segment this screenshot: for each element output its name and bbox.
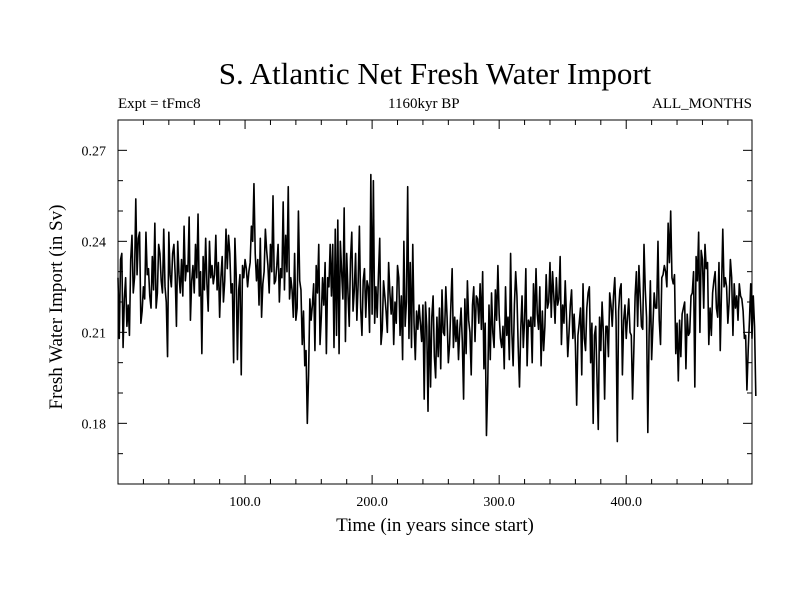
chart-title: S. Atlantic Net Fresh Water Import	[218, 56, 652, 91]
y-tick-label: 0.21	[82, 326, 107, 341]
axis-tick-labels: 100.0 200.0 300.0 400.0 0.18 0.21 0.24 0.27	[82, 144, 642, 510]
x-tick-label: 400.0	[610, 495, 642, 510]
x-axis-label: Time (in years since start)	[336, 515, 534, 536]
period-label: 1160kyr BP	[388, 96, 460, 112]
axis-ticks	[118, 120, 752, 484]
y-tick-label: 0.18	[82, 417, 107, 432]
x-tick-label: 200.0	[356, 495, 388, 510]
y-tick-label: 0.27	[82, 144, 107, 159]
series-line-fresh-water-import	[117, 173, 757, 443]
months-label: ALL_MONTHS	[652, 96, 752, 112]
experiment-label: Expt = tFmc8	[118, 96, 201, 112]
y-tick-label: 0.24	[82, 235, 107, 250]
x-tick-label: 100.0	[229, 495, 261, 510]
x-tick-label: 300.0	[483, 495, 515, 510]
y-axis-label: Fresh Water Import (in Sv)	[46, 205, 67, 410]
